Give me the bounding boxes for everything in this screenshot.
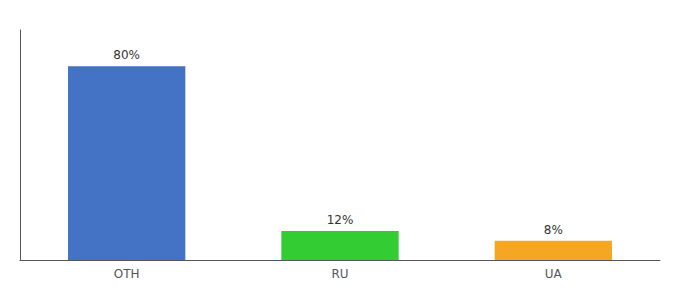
svg-text:UA: UA (545, 267, 563, 281)
svg-text:RU: RU (331, 267, 348, 281)
svg-text:12%: 12% (327, 213, 354, 227)
svg-text:8%: 8% (544, 223, 563, 237)
svg-text:80%: 80% (113, 48, 140, 62)
svg-text:OTH: OTH (114, 267, 140, 281)
